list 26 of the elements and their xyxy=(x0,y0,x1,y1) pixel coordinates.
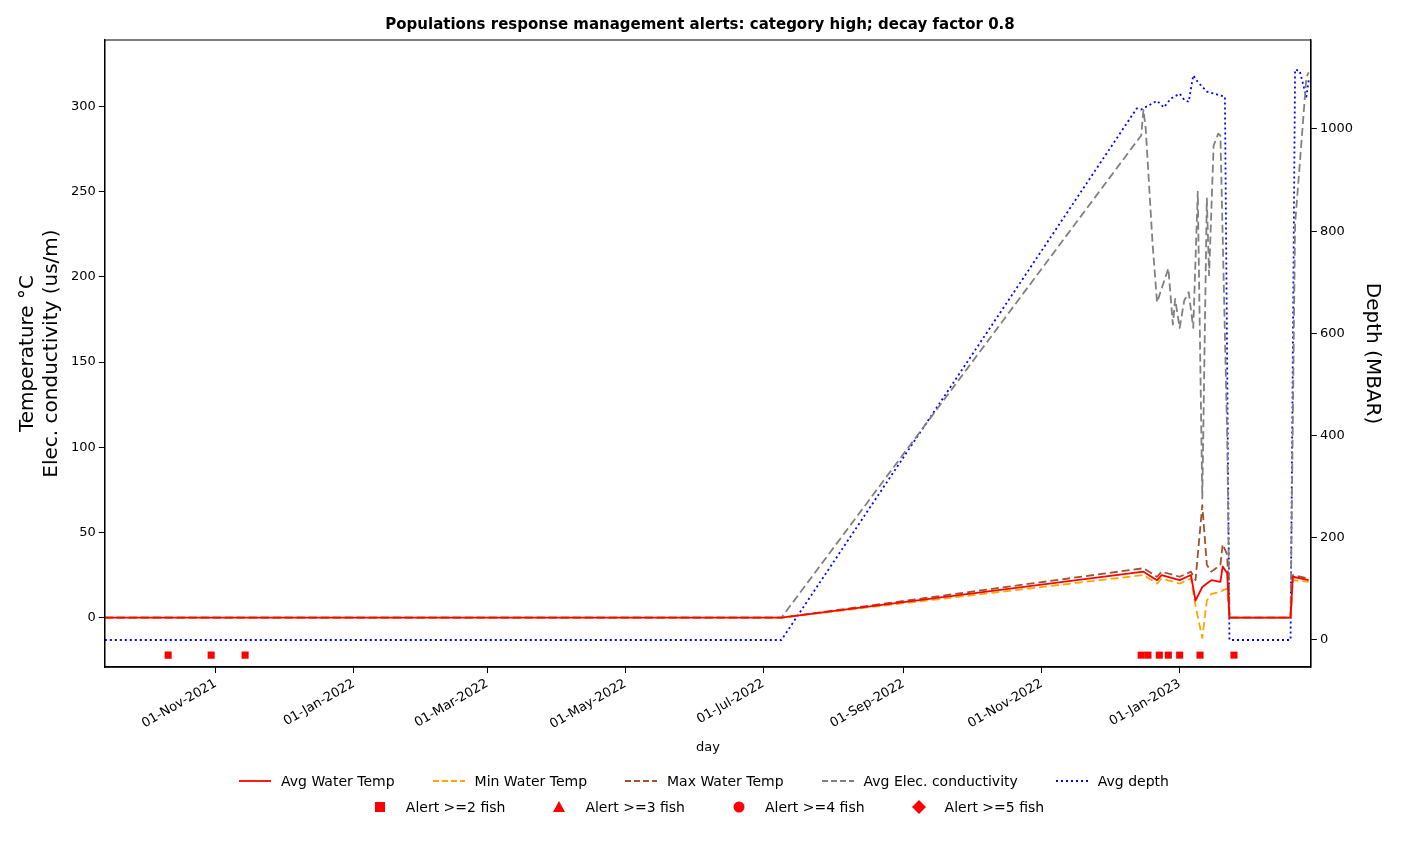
y-tick-label: 300 xyxy=(70,97,96,113)
y2-tick-label: 800 xyxy=(1319,222,1345,238)
y2-tick-label: 600 xyxy=(1319,324,1345,340)
legend-label: Alert >=4 fish xyxy=(765,799,865,815)
y-tick-label: 0 xyxy=(87,609,96,625)
legend-label: Alert >=3 fish xyxy=(585,799,685,815)
chart-title: Populations response management alerts: category high; decay factor 0.8 xyxy=(385,14,1015,33)
legend-label: Max Water Temp xyxy=(667,773,784,789)
y-axis-title: Temperature °C Elec. conductivity (us/m) xyxy=(14,229,63,478)
y2-tick-label: 0 xyxy=(1319,631,1329,647)
y2-tick-label: 200 xyxy=(1319,529,1345,545)
y2-tick-label: 400 xyxy=(1319,426,1345,442)
legend-label: Avg depth xyxy=(1097,773,1169,789)
legend-label: Avg Elec. conductivity xyxy=(863,773,1018,789)
legend-label: Alert >=5 fish xyxy=(944,799,1045,815)
y-tick-label: 100 xyxy=(70,438,96,454)
legend-label: Min Water Temp xyxy=(474,773,588,789)
x-axis-title: day xyxy=(695,738,721,754)
legend-label: Avg Water Temp xyxy=(281,773,395,789)
y2-tick-label: 1000 xyxy=(1319,120,1354,136)
y-tick-label: 250 xyxy=(70,183,96,199)
y-tick-label: 200 xyxy=(70,268,96,284)
legend-label: Alert >=2 fish xyxy=(405,799,506,815)
y-tick-label: 150 xyxy=(70,353,96,369)
y-tick-label: 50 xyxy=(79,523,96,539)
y2-axis-title: Depth (MBAR) xyxy=(1361,282,1386,425)
